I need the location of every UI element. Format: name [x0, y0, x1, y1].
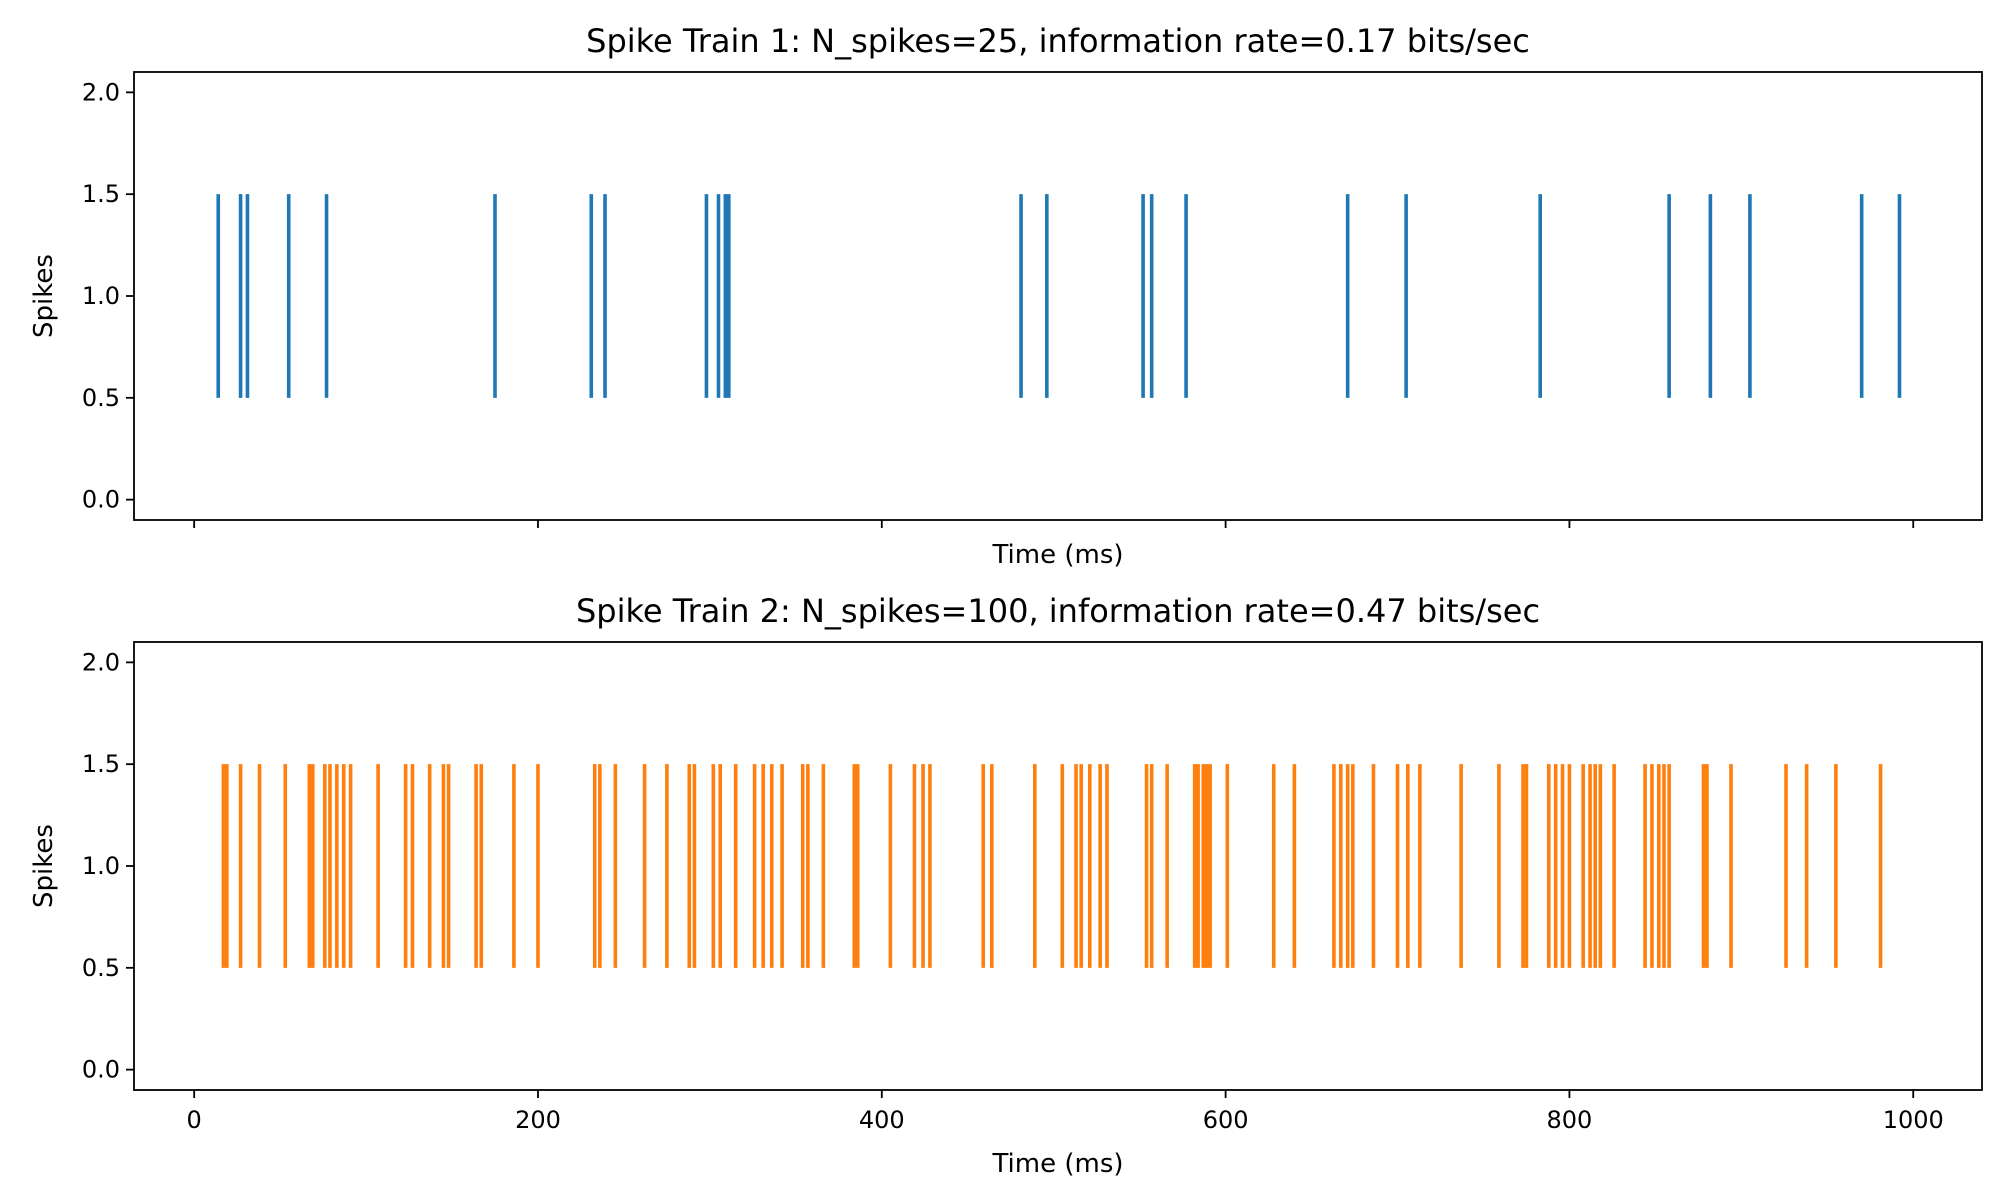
y-tick-label-1-3: 1.5	[82, 180, 120, 208]
x-tick-label-2-2: 400	[859, 1106, 905, 1134]
x-axis-label-1: Time (ms)	[991, 540, 1123, 570]
y-tick-label-1-2: 1.0	[82, 282, 120, 310]
x-tick-label-2-4: 800	[1547, 1106, 1593, 1134]
x-tick-label-2-3: 600	[1203, 1106, 1249, 1134]
chart-title-2: Spike Train 2: N_spikes=100, information…	[576, 592, 1540, 630]
y-tick-label-1-0: 0.0	[82, 486, 120, 514]
y-tick-label-2-3: 1.5	[82, 750, 120, 778]
x-tick-label-2-1: 200	[515, 1106, 561, 1134]
spike-train-1-panel: 0.0 0.5 1.0 1.5 2.0 Spike Train 1: N_spikes=2…	[29, 22, 1983, 570]
y-tick-label-1-1: 0.5	[82, 384, 120, 412]
y-tick-label-2-2: 1.0	[82, 852, 120, 880]
y-axis-label-1: Spikes	[29, 254, 59, 338]
y-tick-label-1-4: 2.0	[82, 78, 120, 106]
plot-frame-1	[133, 71, 1983, 521]
spike-train-2-panel: 0.0 0.5 1.0 1.5 2.0 0 200 400 600 800 1000 Spike Tr…	[29, 592, 1983, 1179]
x-axis-label-2: Time (ms)	[991, 1149, 1123, 1179]
y-tick-label-2-0: 0.0	[82, 1056, 120, 1084]
y-tick-label-2-1: 0.5	[82, 954, 120, 982]
chart-title-1: Spike Train 1: N_spikes=25, information …	[586, 22, 1530, 60]
x-tick-label-2-5: 1000	[1883, 1106, 1944, 1134]
y-axis-label-2: Spikes	[29, 824, 59, 908]
y-tick-label-2-4: 2.0	[82, 648, 120, 676]
x-tick-label-2-0: 0	[187, 1106, 202, 1134]
